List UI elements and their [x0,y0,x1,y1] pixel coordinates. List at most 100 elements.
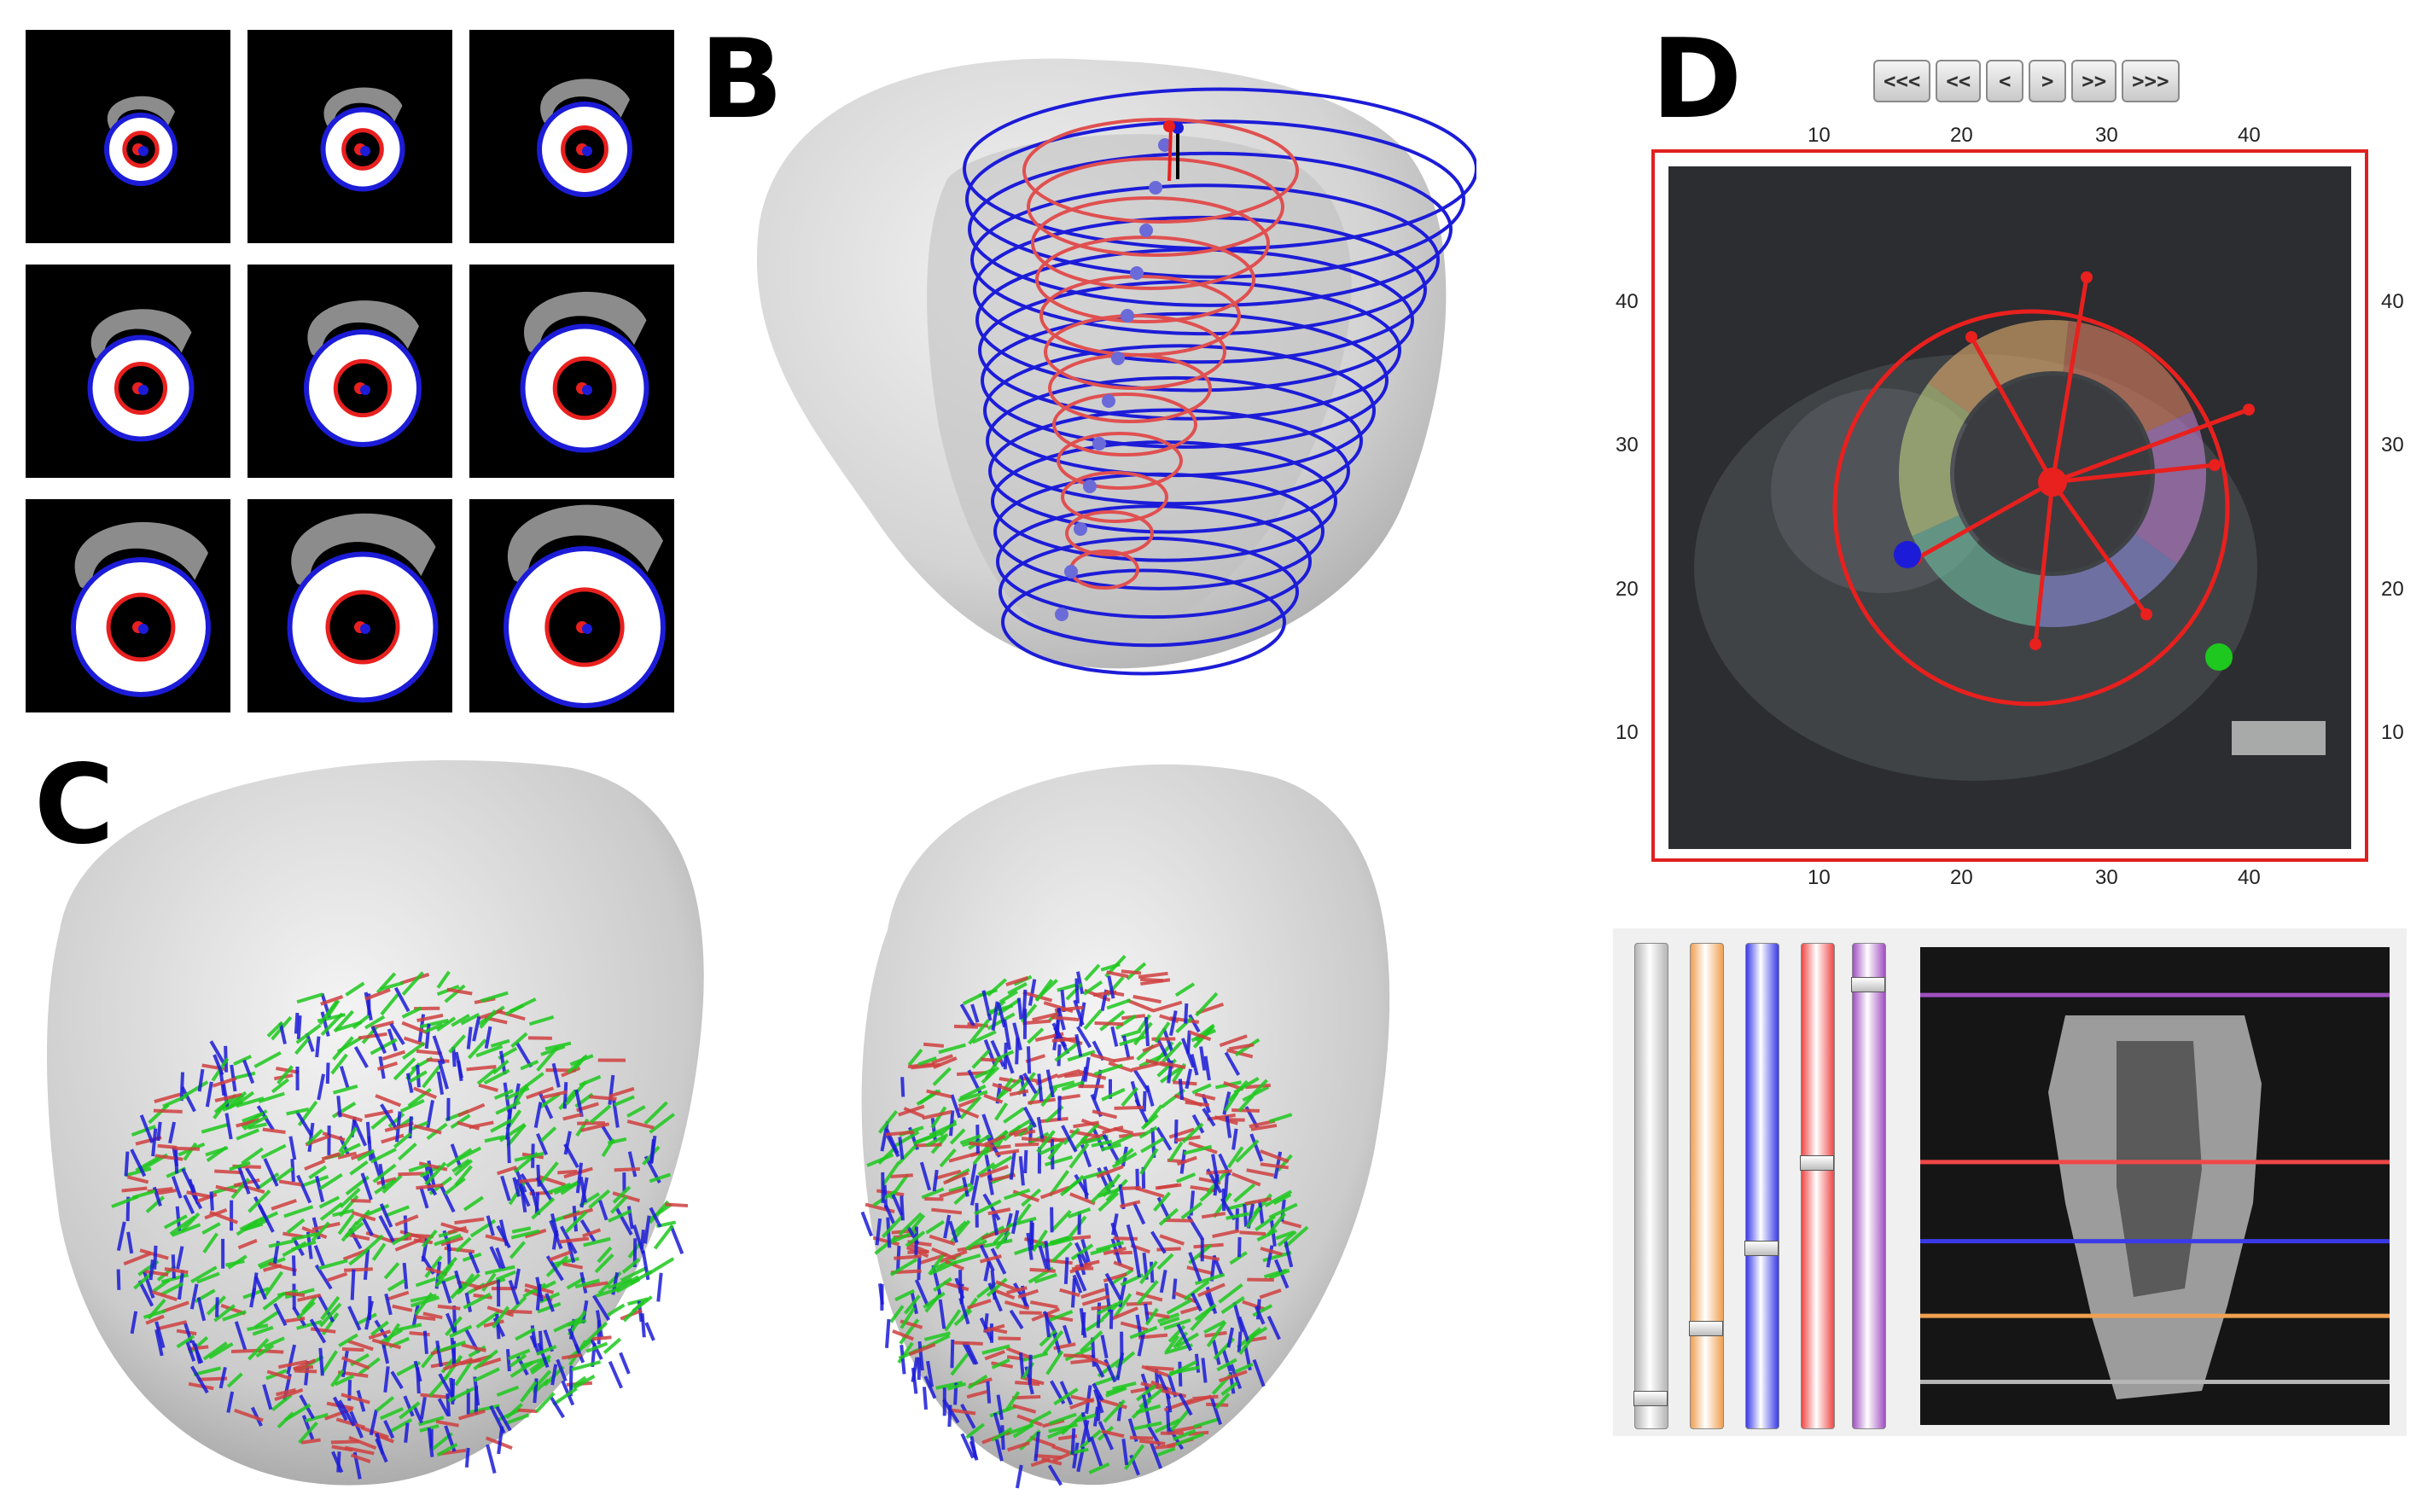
fiber-segment [649,1135,657,1164]
fiber-segment [1223,1171,1230,1200]
fiber-segment [962,1177,969,1197]
slice-tile [26,30,230,243]
fiber-segment [231,1071,256,1080]
fiber-segment [393,1132,412,1149]
fiber-segment [1029,1435,1056,1448]
slider-thumb[interactable] [1689,1320,1723,1336]
fiber-segment [1103,1272,1127,1283]
fiber-segment [441,1280,452,1304]
fiber-segment [614,1207,633,1236]
fiber-segment [424,1023,431,1050]
fiber-segment [1063,1353,1092,1358]
fiber-segment [1074,1033,1083,1057]
fiber-segment [505,1110,512,1140]
fiber-segment [1004,1300,1030,1311]
fiber-segment [337,1151,358,1160]
fiber-segment [544,1041,572,1051]
y-tick-label: 30 [2381,433,2404,457]
slice-level-slider[interactable] [1800,943,1835,1429]
fiber-segment [1070,1394,1094,1404]
fitting-circle [1832,309,2230,707]
fiber-segment [969,1435,978,1459]
previous-slice-button[interactable]: < [1986,60,2024,102]
fiber-segment [1121,1185,1141,1190]
fiber-segment [520,1381,538,1403]
slice-level-slider[interactable] [1744,943,1779,1429]
fiber-segment [632,1295,653,1313]
fiber-segment [979,1165,1009,1178]
fiber-segment [1074,978,1080,1004]
last-slice-button[interactable]: >>> [2122,60,2180,102]
fiber-segment [1156,1126,1173,1151]
fiber-segment [1194,1092,1216,1101]
fiber-segment [1057,983,1077,992]
slice-level-slider[interactable] [1633,943,1668,1429]
fiber-segment [930,1106,947,1129]
fiber-segment [1072,1274,1083,1294]
fiber-segment [1100,1335,1109,1358]
fiber-segment [329,1369,345,1387]
short-axis-slice-image[interactable] [1668,166,2351,849]
fiber-segment [225,1259,245,1267]
y-tick-label: 10 [1616,721,1639,744]
fiber-segment [262,1127,286,1134]
fiber-segment [1206,1321,1227,1347]
myocardial-segment [1928,320,2069,414]
fiber-segment [643,1215,651,1244]
fiber-segment [1103,1247,1127,1256]
fiber-segment [453,1159,474,1177]
fiber-segment [242,1059,255,1085]
rv-wall [107,96,175,132]
fiber-segment [995,1280,1017,1292]
fiber-segment [286,1218,306,1235]
fiber-segment [389,1022,405,1045]
fiber-segment [193,1366,222,1376]
fiber-segment [263,1336,285,1349]
short-axis-frame [1651,149,2368,862]
fiber-segment [1183,1280,1210,1301]
slider-thumb[interactable] [1851,976,1885,992]
slice-level-slider[interactable] [1851,943,1886,1429]
fiber-segment [168,1121,177,1144]
fiber-segment [436,1443,458,1457]
fiber-segment [536,1345,557,1356]
fiber-segment [1089,1436,1103,1467]
fiber-segment [1144,1016,1150,1047]
fiber-segment [898,1137,905,1160]
next-slice-button[interactable]: > [2029,60,2067,102]
fiber-segment [271,1198,297,1211]
fiber-segment [900,1306,916,1329]
fiber-segment [1219,1034,1248,1048]
fiber-segment [881,1215,904,1238]
fiber-segment [504,1003,525,1016]
fiber-segment [464,1447,470,1468]
fiber-segment [1140,1114,1159,1131]
fiber-segment [1166,1298,1192,1315]
fiber-segment [639,1230,645,1250]
fiber-segment [917,1256,922,1281]
fiber-segment [161,1300,189,1314]
slider-thumb[interactable] [1744,1240,1779,1256]
slice-level-slider[interactable] [1689,943,1724,1429]
fiber-segment [237,1238,258,1250]
x-tick-label: 30 [2095,866,2118,889]
fiber-segment [1246,1168,1275,1178]
fiber-segment [1266,1212,1287,1236]
fiber-segment [1096,1165,1124,1178]
fiber-segment [372,1163,397,1183]
fiber-segment [341,1143,361,1154]
fiber-segment [510,1032,528,1049]
slider-thumb[interactable] [1633,1391,1668,1407]
jump-back-button[interactable]: << [1936,60,1982,102]
fiber-segment [196,1192,218,1203]
fiber-segment [1249,1133,1264,1162]
jump-forward-button[interactable]: >> [2071,60,2117,102]
fiber-segment [152,1278,171,1293]
fiber-segment [413,1124,442,1135]
fiber-segment [131,1125,157,1137]
fiber-segment [300,1438,321,1445]
fiber-segment [562,1207,594,1220]
slider-thumb[interactable] [1800,1155,1834,1172]
first-slice-button[interactable]: <<< [1873,60,1931,102]
fiber-segment [1228,1043,1255,1051]
